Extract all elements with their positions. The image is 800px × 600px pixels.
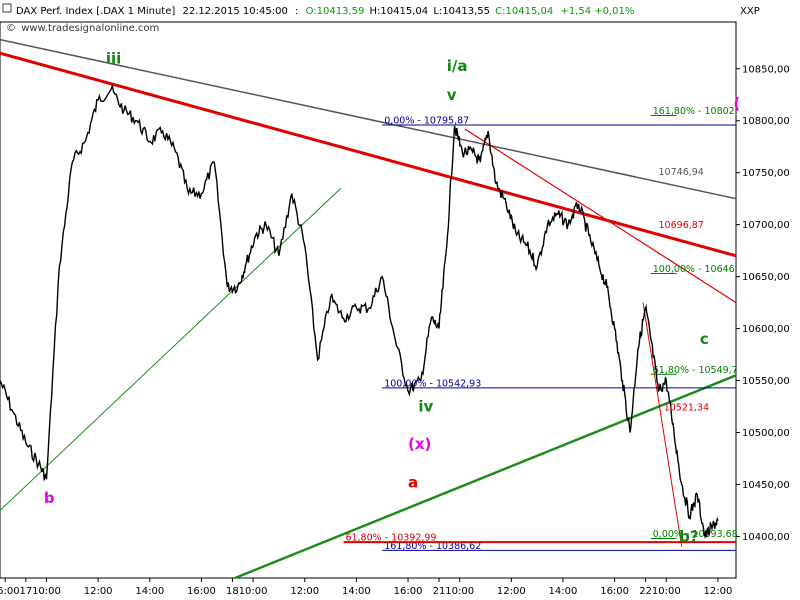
wave-label: v [447, 86, 457, 104]
x-tick-label: 16:00 [600, 586, 629, 597]
header-instrument-icon [2, 3, 12, 13]
trendline-support-green-thick [234, 374, 737, 580]
trendline-support-green-thin [0, 187, 342, 511]
fib-level-label: 61,80% - 10549,7 [653, 365, 738, 376]
header-datetime: 22.12.2015 10:45:00 [182, 6, 287, 17]
header-close: C:10415,04 [495, 6, 553, 17]
wave-label: a [408, 474, 418, 492]
wave-label: ( [733, 94, 740, 112]
fib-level-label: 161,80% - 10386,62 [384, 541, 481, 552]
trendline-resistance-red-thick [0, 51, 737, 258]
price-series [0, 83, 719, 540]
x-tick-label: 10:00 [239, 586, 268, 597]
wave-label: iv [418, 398, 433, 416]
y-tick-label: 10450,00 [742, 480, 790, 491]
y-tick-label: 10500,00 [742, 428, 790, 439]
x-tick-label: 16:00 [187, 586, 216, 597]
y-tick-label: 10650,00 [742, 272, 790, 283]
fib-level-label: 0,00% - 10795,87 [384, 116, 469, 127]
y-tick-label: 10800,00 [742, 116, 790, 127]
fib-level-label: 100,00% - 10542,93 [384, 378, 481, 389]
header-low: L:10413,55 [433, 6, 490, 17]
y-tick-label: 10700,00 [742, 220, 790, 231]
header-symbol: XXP [740, 6, 760, 17]
y-tick-label: 10550,00 [742, 376, 790, 387]
fib-level-label: 100,00% - 10646, [653, 264, 738, 275]
y-tick-label: 10850,00 [742, 64, 790, 75]
x-tick-label: 14:00 [135, 586, 164, 597]
header-website: www.tradesignalonline.com [21, 23, 159, 34]
y-tick-label: 10600,00 [742, 324, 790, 335]
annotations: 10746,94 10696,87 10521,34 iii i/a v iv c b? (x) b… [44, 50, 740, 546]
x-tick-label: 21 [433, 586, 446, 597]
wave-label: b? [679, 528, 698, 546]
y-tick-label: 10750,00 [742, 168, 790, 179]
x-tick-label: 10:00 [32, 586, 61, 597]
fib-level-label: 161,80% - 10802, [653, 106, 738, 117]
wave-label: c [700, 330, 709, 348]
trendline-channel-red-upper [464, 128, 737, 304]
fib-levels: 0,00% - 10795,87 100,00% - 10542,93 161,80… [343, 106, 738, 552]
header-instrument: DAX Perf. Index [.DAX 1 Minute] [16, 6, 175, 17]
copyright-icon: © [6, 23, 16, 34]
fib-level-label: 61,80% - 10392,99 [345, 533, 436, 544]
plot-frame [0, 21, 737, 579]
price-line [0, 83, 719, 540]
header-high: H:10415,04 [370, 6, 429, 17]
x-tick-label: 12:00 [497, 586, 526, 597]
x-tick-label: 12:00 [84, 586, 113, 597]
x-tick-label: 12:00 [704, 586, 733, 597]
wave-label: b [44, 489, 55, 507]
x-axis: 16:001710:0012:0014:0016:001810:0012:001… [0, 578, 732, 597]
x-tick-label: 17 [19, 586, 32, 597]
x-tick-label: 14:00 [549, 586, 578, 597]
wave-label: (x) [408, 435, 431, 453]
fib-level-label: 0,00% - 10393,68 [653, 529, 738, 540]
price-label: 10696,87 [659, 220, 704, 231]
wave-label: iii [106, 50, 121, 68]
x-tick-label: 18 [226, 586, 239, 597]
x-tick-label: 10:00 [652, 586, 681, 597]
wave-label: i/a [447, 57, 468, 75]
x-tick-label: 16:00 [394, 586, 423, 597]
svg-text:© www.tradesignalonline.: © www.tradesignalonline.com [6, 23, 159, 34]
x-tick-label: 16:00 [0, 586, 20, 597]
x-tick-label: 10:00 [445, 586, 474, 597]
trendlines [0, 38, 737, 580]
trendline-channel-red-lower [642, 302, 683, 547]
chart-header: DAX Perf. Index [.DAX 1 Minute] 22.12.20… [2, 3, 760, 34]
x-tick-label: 12:00 [290, 586, 319, 597]
header-change: +1,54 +0,01% [560, 6, 634, 17]
price-label: 10746,94 [659, 167, 704, 178]
y-tick-label: 10400,00 [742, 532, 790, 543]
x-tick-label: 22 [639, 586, 652, 597]
svg-text:DAX Perf. Index [.DAX 1 Minut: DAX Perf. Index [.DAX 1 Minute] 22.12.20… [16, 6, 634, 17]
y-axis: 10850,00 10800,00 10750,00 10700,00 10650,00… [736, 64, 790, 543]
price-label: 10521,34 [664, 403, 709, 414]
x-tick-label: 14:00 [342, 586, 371, 597]
header-open: O:10413,59 [306, 6, 365, 17]
trendline-resistance-gray [0, 38, 737, 200]
